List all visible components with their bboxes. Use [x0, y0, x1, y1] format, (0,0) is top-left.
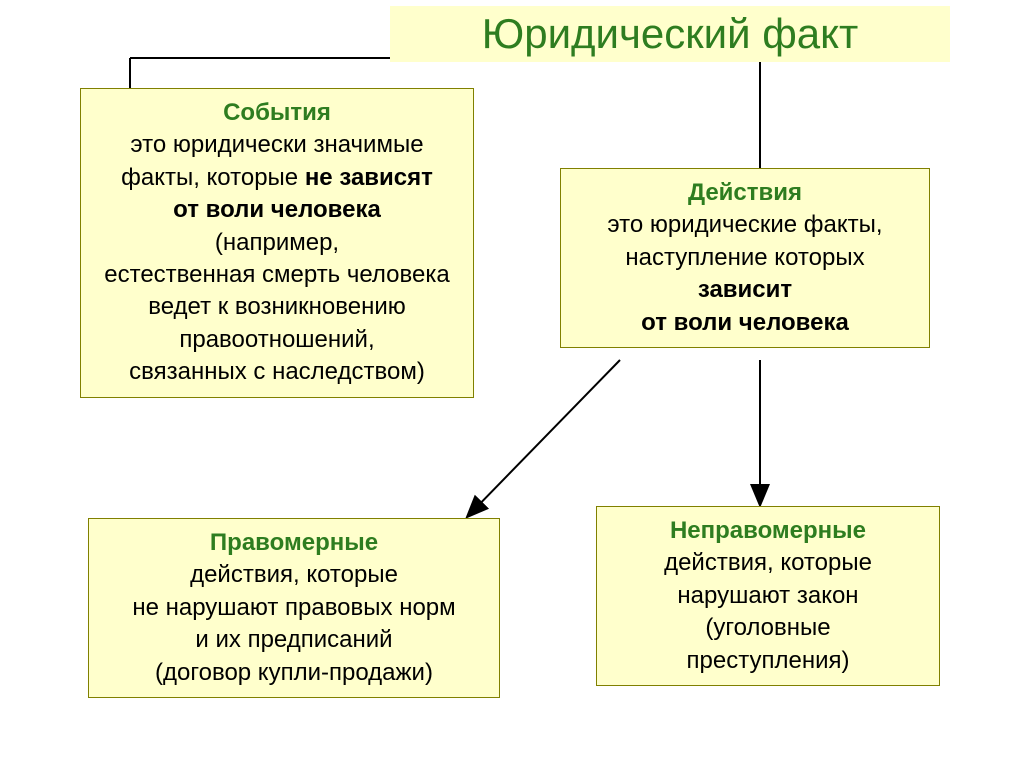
actions-text: это юридические факты,	[607, 211, 882, 238]
unlawful-text: нарушают закон	[677, 582, 858, 609]
actions-heading: Действия	[573, 177, 917, 209]
events-text-bold: не зависят	[305, 164, 433, 191]
events-text: правоотношений,	[179, 326, 374, 353]
events-box: События это юридически значимые факты, к…	[80, 88, 474, 398]
unlawful-text: действия, которые	[664, 549, 872, 576]
actions-text-bold: зависит	[698, 276, 792, 303]
lawful-text: не нарушают правовых норм	[132, 594, 455, 621]
events-heading: События	[93, 97, 461, 129]
unlawful-box: Неправомерные действия, которые нарушают…	[596, 506, 940, 686]
events-text: ведет к возникновению	[148, 293, 406, 320]
events-text-bold: от воли человека	[173, 196, 381, 223]
unlawful-text: (уголовные	[705, 614, 830, 641]
lawful-text: и их предписаний	[195, 626, 392, 653]
events-text: (например,	[215, 229, 339, 256]
actions-text: наступление которых	[625, 244, 864, 271]
lawful-text: (договор купли-продажи)	[155, 659, 433, 686]
events-text: факты, которые	[121, 164, 305, 191]
actions-text-bold: от воли человека	[641, 309, 849, 336]
lawful-heading: Правомерные	[101, 527, 487, 559]
events-text: это юридически значимые	[130, 131, 423, 158]
unlawful-text: преступления)	[687, 647, 850, 674]
lawful-text: действия, которые	[190, 561, 398, 588]
events-text: связанных с наследством)	[129, 358, 425, 385]
events-text: естественная смерть человека	[104, 261, 449, 288]
unlawful-heading: Неправомерные	[609, 515, 927, 547]
diagram-title: Юридический факт	[390, 6, 950, 62]
lawful-box: Правомерные действия, которые не нарушаю…	[88, 518, 500, 698]
actions-box: Действия это юридические факты, наступле…	[560, 168, 930, 348]
